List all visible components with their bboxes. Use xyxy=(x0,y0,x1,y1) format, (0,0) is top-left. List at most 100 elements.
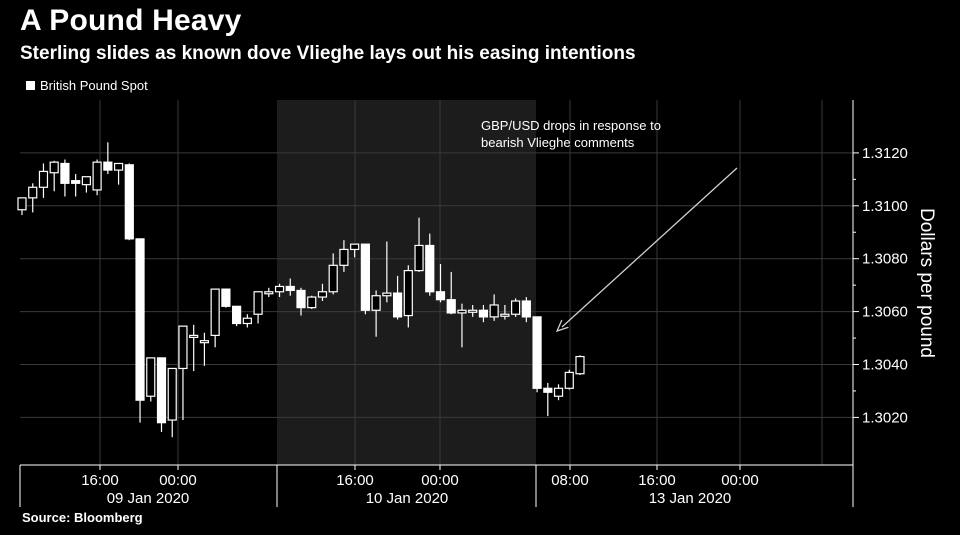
candle xyxy=(135,238,145,423)
candle-body xyxy=(553,387,564,397)
candle xyxy=(435,263,446,303)
candle-body xyxy=(414,244,424,272)
y-tick-label: 1.3080 xyxy=(862,251,908,268)
candle-body xyxy=(360,243,370,311)
candle xyxy=(575,355,585,376)
candle xyxy=(564,369,574,390)
candle-body xyxy=(478,309,489,318)
legend-swatch xyxy=(26,81,35,90)
candle xyxy=(38,163,49,198)
y-tick-label: 1.3100 xyxy=(862,198,908,215)
candle-body xyxy=(425,244,435,293)
candle xyxy=(242,314,252,328)
chart-title: A Pound Heavy xyxy=(20,4,242,37)
candle-body xyxy=(113,162,124,171)
candle-body xyxy=(135,238,145,401)
y-tick-label: 1.3120 xyxy=(862,145,908,162)
candle xyxy=(468,304,478,317)
legend: British Pound Spot xyxy=(26,78,148,93)
candle xyxy=(264,287,274,298)
candle-body xyxy=(543,387,553,393)
candle-body xyxy=(339,248,349,266)
candle-body xyxy=(232,305,242,325)
candle-body xyxy=(446,299,456,314)
candle xyxy=(199,332,210,366)
candle xyxy=(232,305,242,327)
x-tick-label: 16:00 xyxy=(81,472,119,489)
candle-body xyxy=(210,288,220,336)
candle xyxy=(49,160,59,192)
annotation-arrow-line xyxy=(561,167,738,328)
candle-body xyxy=(328,264,338,293)
candle xyxy=(532,316,542,393)
candle-body xyxy=(189,334,199,338)
candle xyxy=(60,159,70,197)
candle-body xyxy=(38,170,49,188)
candle-body xyxy=(382,292,392,297)
candle xyxy=(285,278,295,296)
candle xyxy=(350,243,360,258)
x-tick-label: 08:00 xyxy=(551,472,589,489)
candle xyxy=(425,233,435,296)
candle xyxy=(360,243,370,315)
x-date-label: 09 Jan 2020 xyxy=(107,490,190,507)
candle xyxy=(221,288,231,308)
candle-body xyxy=(242,317,252,325)
candle-body xyxy=(221,288,231,307)
candle xyxy=(113,162,124,185)
candle-body xyxy=(511,300,521,315)
candle-body xyxy=(521,300,531,318)
candle-body xyxy=(564,371,574,389)
y-tick-label: 1.3040 xyxy=(862,356,908,373)
candle-body xyxy=(489,304,499,318)
candle-body xyxy=(253,291,263,315)
candle xyxy=(167,367,177,438)
source-note: Source: Bloomberg xyxy=(22,510,143,525)
annotation-arrowhead xyxy=(555,319,569,333)
annotation: GBP/USD drops in response to bearish Vlie… xyxy=(481,118,738,333)
candle xyxy=(296,287,306,316)
candle-body xyxy=(264,291,274,295)
y-axis-label: Dollars per pound xyxy=(916,208,937,358)
candle-body xyxy=(28,186,38,199)
candle-body xyxy=(103,161,113,171)
legend-label: British Pound Spot xyxy=(40,78,148,93)
annotation-text: GBP/USD drops in response to bearish Vlie… xyxy=(481,118,661,150)
candle xyxy=(156,357,167,432)
candle xyxy=(521,297,531,323)
candle xyxy=(274,283,285,298)
candle xyxy=(500,304,510,320)
candle xyxy=(189,324,199,372)
candle xyxy=(446,271,456,315)
candle xyxy=(457,303,467,348)
candle xyxy=(124,163,134,241)
candle-body xyxy=(60,162,70,184)
candle-body xyxy=(156,357,167,424)
candle-body xyxy=(392,292,403,318)
candle xyxy=(414,217,424,272)
candle-body xyxy=(500,313,510,317)
candle xyxy=(403,265,413,328)
candle xyxy=(339,240,349,272)
candle-body xyxy=(167,367,177,421)
candle-body xyxy=(178,325,188,370)
candle-body xyxy=(307,296,317,309)
candle xyxy=(92,159,102,196)
y-tick-label: 1.3020 xyxy=(862,409,908,426)
candle-body xyxy=(575,355,585,375)
gridlines xyxy=(20,100,853,465)
axes: 1.3020 1.3040 1.3060 1.3080 1.3100 1.3120 16:0… xyxy=(19,100,937,507)
candle-body xyxy=(17,197,27,211)
candle xyxy=(146,357,156,402)
candle-body xyxy=(532,316,542,389)
chart-subtitle: Sterling slides as known dove Vlieghe la… xyxy=(20,43,636,64)
candle-body xyxy=(92,161,102,191)
candle xyxy=(553,384,564,401)
x-tick-label: 16:00 xyxy=(638,472,676,489)
candle-body xyxy=(71,180,81,184)
candle-body xyxy=(403,269,413,317)
candle xyxy=(511,298,521,317)
candle xyxy=(178,325,188,421)
